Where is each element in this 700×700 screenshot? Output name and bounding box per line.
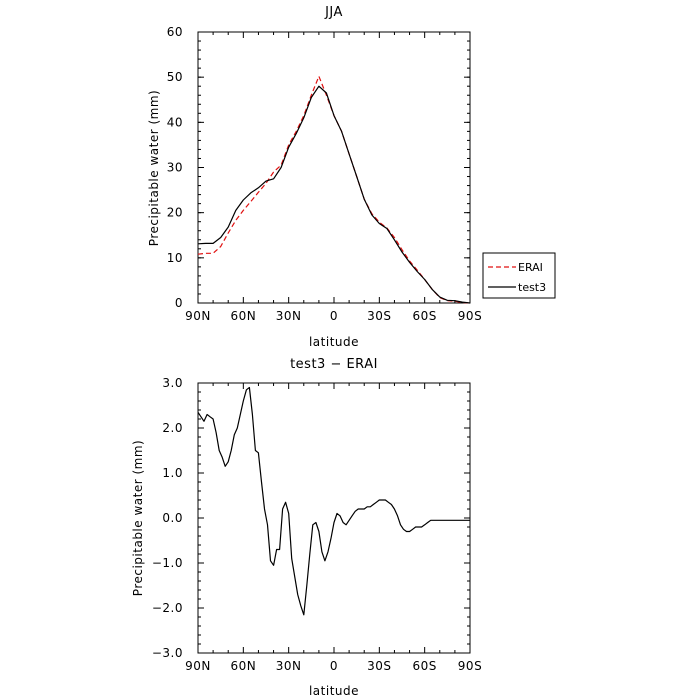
x-tick-label: 60N: [230, 659, 256, 673]
y-tick-label: 20: [167, 206, 183, 220]
x-tick-label: 90N: [185, 659, 211, 673]
y-axis-label: Precipitable water (mm): [147, 90, 161, 246]
y-tick-label: 2.0: [162, 421, 183, 435]
x-tick-label: 90N: [185, 309, 211, 323]
series-line-test3: [197, 85, 471, 304]
chart-title: JJA: [324, 5, 343, 20]
y-tick-label: 0.0: [162, 511, 183, 525]
x-tick-label: 90S: [458, 309, 482, 323]
x-tick-label: 30N: [276, 659, 302, 673]
x-axis-label: latitude: [309, 335, 359, 349]
difference-chart: test3 − ERAI Precipitable water (mm) lat…: [131, 357, 482, 698]
x-tick-label: 60N: [230, 309, 256, 323]
y-tick-label: 0: [175, 296, 183, 310]
legend-label-erai: ERAI: [518, 261, 543, 274]
legend: ERAI test3: [482, 252, 556, 299]
y-tick-label: 30: [167, 161, 183, 175]
y-tick-label: 60: [167, 25, 183, 39]
precipitable-water-chart: JJA Precipitable water (mm) latitude 90N…: [147, 5, 482, 349]
y-tick-label: 3.0: [162, 376, 183, 390]
x-axis-label: latitude: [309, 684, 359, 698]
x-tick-label: 60S: [412, 309, 436, 323]
chart-title: test3 − ERAI: [290, 357, 378, 372]
x-tick-label: 0: [330, 659, 338, 673]
y-tick-label: 1.0: [162, 466, 183, 480]
legend-box: [482, 252, 556, 299]
x-tick-label: 30S: [367, 659, 391, 673]
y-tick-label: 40: [167, 115, 183, 129]
x-tick-label: 30N: [276, 309, 302, 323]
y-tick-label: −2.0: [152, 601, 183, 615]
y-axis-label: Precipitable water (mm): [131, 440, 145, 596]
y-tick-label: 50: [167, 70, 183, 84]
y-tick-label: −3.0: [152, 646, 183, 660]
legend-label-test3: test3: [518, 281, 546, 294]
x-tick-label: 30S: [367, 309, 391, 323]
difference-line: [197, 386, 470, 616]
y-tick-label: −1.0: [152, 556, 183, 570]
y-tick-label: 10: [167, 251, 183, 265]
x-tick-label: 90S: [458, 659, 482, 673]
x-tick-label: 0: [330, 309, 338, 323]
x-tick-label: 60S: [412, 659, 436, 673]
